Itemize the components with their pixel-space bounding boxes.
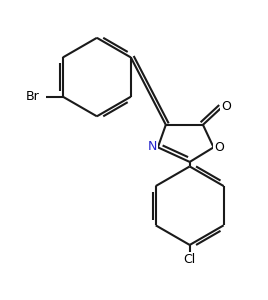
- Text: O: O: [214, 141, 224, 154]
- Text: Br: Br: [25, 90, 39, 103]
- Text: N: N: [147, 140, 157, 152]
- Text: O: O: [221, 100, 231, 113]
- Text: Cl: Cl: [184, 253, 196, 266]
